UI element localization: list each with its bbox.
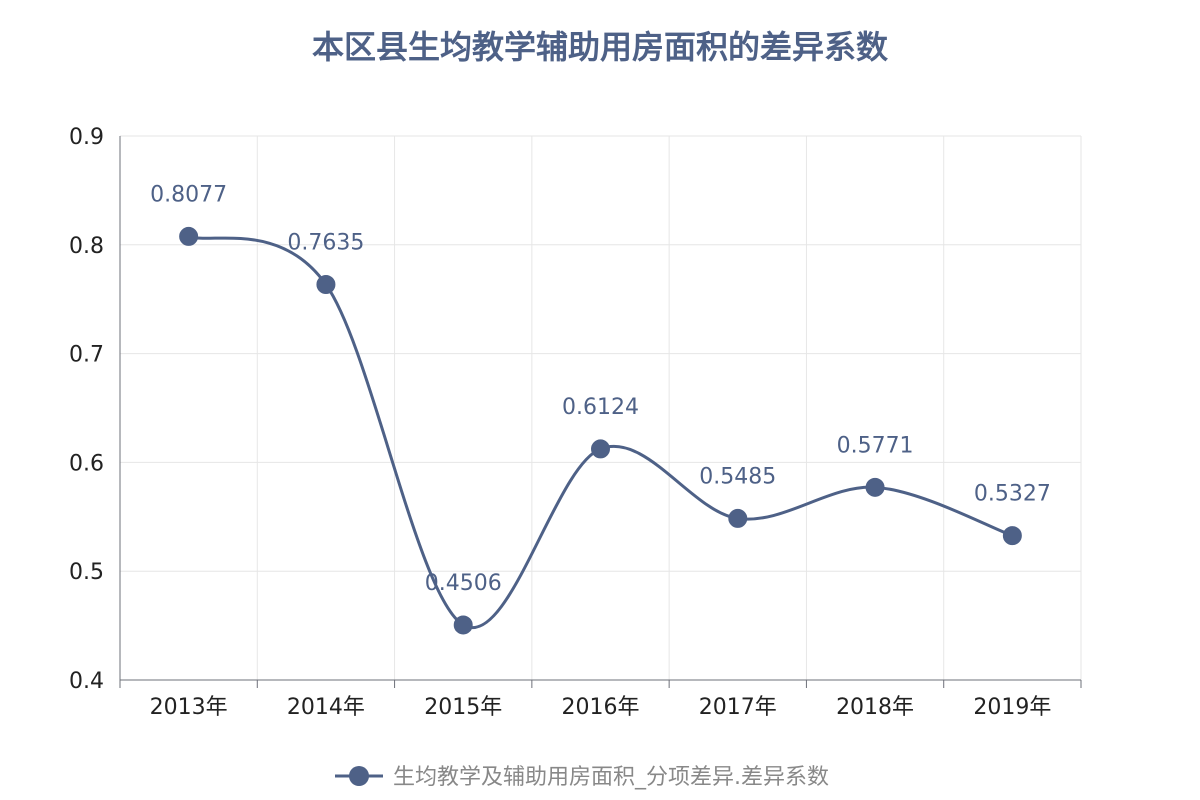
data-point[interactable] (1002, 526, 1022, 546)
y-tick-label: 0.6 (69, 451, 104, 476)
data-point[interactable] (316, 275, 336, 295)
legend[interactable]: 生均教学及辅助用房面积_分项差异.差异系数 (335, 765, 829, 790)
chart-title: 本区县生均教学辅助用房面积的差异系数 (311, 28, 888, 66)
y-tick-label: 0.9 (69, 125, 104, 150)
data-label: 0.6124 (562, 395, 639, 420)
data-point[interactable] (865, 477, 885, 497)
data-point[interactable] (591, 439, 610, 459)
data-point[interactable] (179, 226, 199, 246)
x-tick-label: 2018年 (836, 695, 914, 720)
y-tick-label: 0.7 (69, 343, 104, 368)
x-tick-label: 2014年 (287, 695, 365, 720)
grid-layer (119, 135, 1082, 680)
data-label: 0.8077 (150, 182, 227, 207)
data-label: 0.5771 (837, 433, 914, 458)
y-tick-label: 0.8 (69, 234, 104, 259)
x-tick-label: 2016年 (562, 695, 640, 720)
series-layer (179, 226, 1022, 635)
data-point[interactable] (728, 508, 748, 528)
legend-label[interactable]: 生均教学及辅助用房面积_分项差异.差异系数 (393, 765, 829, 790)
x-tick-label: 2013年 (150, 695, 228, 720)
y-tick-label: 0.4 (69, 669, 104, 694)
data-label: 0.5485 (699, 464, 776, 489)
data-point[interactable] (453, 615, 473, 635)
label-layer: 0.8077 0.7635 0.4506 0.6124 0.5485 0.5771 0.53… (150, 182, 1051, 596)
axis-layer: 0.4 0.5 0.6 0.7 0.8 0.9 2013年 2014年 2015年 2016年 20… (69, 125, 1082, 720)
data-label: 0.5327 (974, 482, 1051, 507)
legend-marker-icon (349, 766, 369, 786)
y-tick-label: 0.5 (69, 560, 104, 585)
x-tick-label: 2019年 (973, 695, 1051, 720)
x-tick-label: 2017年 (699, 695, 777, 720)
data-label: 0.7635 (287, 231, 364, 256)
series-line (188, 234, 1013, 630)
data-label: 0.4506 (425, 571, 502, 596)
x-tick-label: 2015年 (424, 695, 502, 720)
